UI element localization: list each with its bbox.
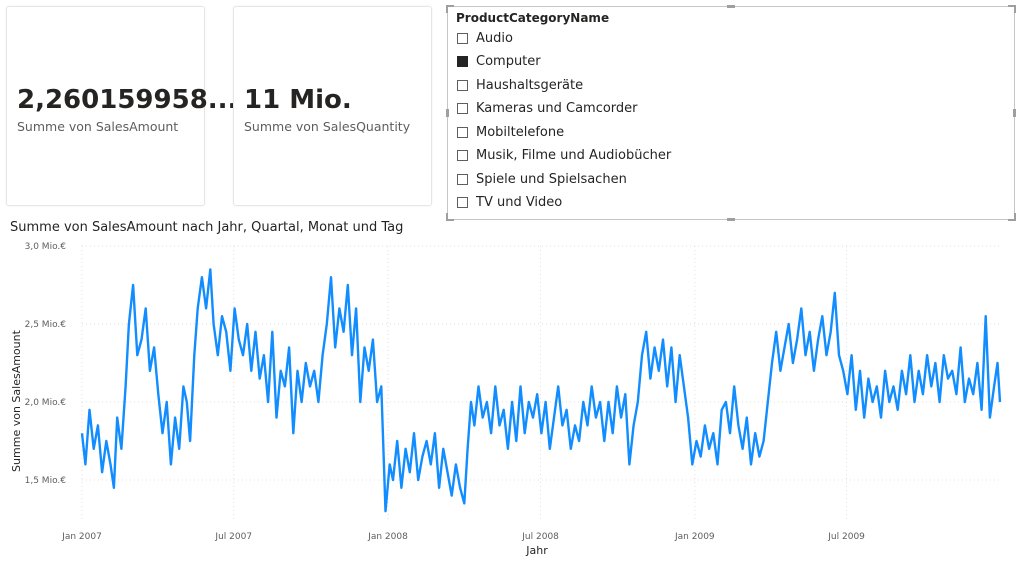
slicer-item-label: Haushaltsgeräte: [476, 77, 584, 93]
y-tick-label: 3,0 Mio.€: [25, 242, 67, 252]
slicer-item-kameras[interactable]: Kameras und Camcorder: [457, 99, 638, 117]
slicer-item-label: TV und Video: [476, 194, 563, 210]
kpi-card-sales-amount[interactable]: 2,260159958... Summe von SalesAmount: [6, 6, 237, 206]
slicer-item-haushaltsgeraete[interactable]: Haushaltsgeräte: [457, 76, 583, 94]
kpi-label-sales-amount: Summe von SalesAmount: [17, 119, 179, 134]
x-axis-title: Jahr: [525, 544, 548, 557]
category-slicer[interactable]: ProductCategoryName Audio Computer Haush…: [446, 5, 1016, 221]
checkbox-icon[interactable]: [457, 149, 468, 161]
kpi-value-sales-amount: 2,260159958...: [17, 85, 238, 115]
chart-gridlines: [81, 245, 1000, 519]
resize-handle-right[interactable]: [1013, 109, 1016, 117]
resize-handle-bottom-right[interactable]: [1008, 213, 1016, 221]
slicer-item-tv[interactable]: TV und Video: [457, 193, 562, 211]
y-axis-title: Summe von SalesAmount: [10, 329, 23, 472]
x-tick-label: Jul 2008: [521, 532, 559, 542]
slicer-item-label: Mobiltelefone: [476, 124, 565, 140]
kpi-label-sales-quantity: Summe von SalesQuantity: [244, 119, 411, 134]
slicer-item-musik[interactable]: Musik, Filme und Audiobücher: [457, 146, 671, 164]
slicer-item-mobiltelefone[interactable]: Mobiltelefone: [457, 123, 564, 141]
checkbox-icon[interactable]: [457, 126, 468, 138]
checkbox-icon[interactable]: [457, 173, 468, 185]
y-axis-ticks: 1,5 Mio.€ 2,0 Mio.€ 2,5 Mio.€ 3,0 Mio.€: [25, 242, 67, 486]
resize-handle-bottom-left[interactable]: [446, 213, 454, 221]
x-axis-ticks: Jan 2007 Jul 2007 Jan 2008 Jul 2008 Jan 2009…: [61, 532, 865, 542]
slicer-item-audio[interactable]: Audio: [457, 29, 513, 47]
slicer-item-label: Kameras und Camcorder: [476, 100, 638, 116]
checkbox-icon[interactable]: [457, 102, 468, 114]
chart-title: Summe von SalesAmount nach Jahr, Quartal…: [10, 220, 404, 235]
resize-handle-top[interactable]: [727, 5, 735, 8]
resize-handle-bottom[interactable]: [727, 218, 735, 221]
checkbox-icon[interactable]: [457, 196, 468, 208]
resize-handle-top-left[interactable]: [446, 5, 454, 13]
sales-line-chart[interactable]: 1,5 Mio.€ 2,0 Mio.€ 2,5 Mio.€ 3,0 Mio.€ Jan…: [0, 236, 1024, 565]
slicer-item-label: Spiele und Spielsachen: [476, 171, 627, 187]
y-tick-label: 1,5 Mio.€: [25, 476, 67, 486]
slicer-title: ProductCategoryName: [456, 11, 610, 25]
x-tick-label: Jan 2009: [674, 532, 715, 542]
slicer-item-spiele[interactable]: Spiele und Spielsachen: [457, 170, 627, 188]
kpi-value-sales-quantity: 11 Mio.: [244, 85, 352, 115]
checkbox-icon[interactable]: [457, 32, 468, 44]
checkbox-icon[interactable]: [457, 79, 468, 91]
slicer-item-label: Computer: [476, 53, 541, 69]
x-tick-label: Jan 2008: [367, 532, 408, 542]
x-tick-label: Jul 2007: [214, 532, 252, 542]
kpi-card-sales-quantity[interactable]: 11 Mio. Summe von SalesQuantity: [233, 6, 432, 206]
y-tick-label: 2,0 Mio.€: [25, 398, 67, 408]
y-tick-label: 2,5 Mio.€: [25, 320, 67, 330]
slicer-item-computer[interactable]: Computer: [457, 52, 541, 70]
resize-handle-left[interactable]: [446, 109, 449, 117]
x-tick-label: Jan 2007: [61, 532, 102, 542]
resize-handle-top-right[interactable]: [1008, 5, 1016, 13]
checkbox-checked-icon[interactable]: [457, 55, 468, 67]
slicer-item-label: Audio: [476, 30, 513, 46]
series-line[interactable]: [80, 268, 1002, 513]
x-tick-label: Jul 2009: [827, 532, 865, 542]
slicer-item-label: Musik, Filme und Audiobücher: [476, 147, 672, 163]
